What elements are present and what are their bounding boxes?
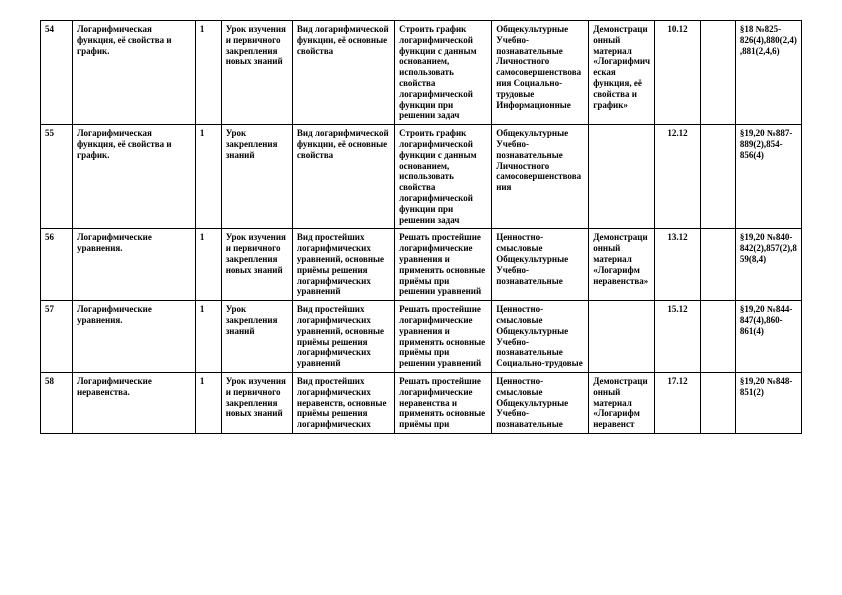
hours: 1 [195,301,221,373]
topic: Логарифмические неравенства. [73,372,196,433]
activity: Строить график логарифмической функции с… [395,21,492,125]
plan-date: 13.12 [655,229,700,301]
topic: Логарифмическая функция, её свойства и г… [73,21,196,125]
table-row: 58Логарифмические неравенства.1Урок изуч… [41,372,802,433]
competences: Ценностно-смысловые Общекультурные Учебн… [492,301,589,373]
content: Вид логарифмической функции, её основные… [292,21,394,125]
hours: 1 [195,372,221,433]
plan-date: 10.12 [655,21,700,125]
lesson-type: Урок закрепления знаний [221,301,292,373]
lesson-type: Урок изучения и первичного закрепления н… [221,372,292,433]
material: Демонстрационный материал «Логарифм нера… [589,372,655,433]
table-row: 54Логарифмическая функция, её свойства и… [41,21,802,125]
fact-date [700,372,735,433]
competences: Ценностно-смысловые Общекультурные Учебн… [492,372,589,433]
homework: §19,20 №840-842(2),857(2),859(8,4) [735,229,801,301]
table-row: 56Логарифмические уравнения.1Урок изучен… [41,229,802,301]
row-number: 57 [41,301,73,373]
content: Вид простейших логарифмических уравнений… [292,229,394,301]
content: Вид логарифмической функции, её основные… [292,125,394,229]
hours: 1 [195,125,221,229]
material [589,125,655,229]
row-number: 58 [41,372,73,433]
row-number: 54 [41,21,73,125]
lesson-type: Урок изучения и первичного закрепления н… [221,229,292,301]
curriculum-table: 54Логарифмическая функция, её свойства и… [40,20,802,434]
topic: Логарифмические уравнения. [73,301,196,373]
row-number: 56 [41,229,73,301]
table-row: 57Логарифмические уравнения.1Урок закреп… [41,301,802,373]
material: Демонстрационный материал «Логарифм нера… [589,229,655,301]
activity: Решать простейшие логарифмические нераве… [395,372,492,433]
homework: §19,20 №848-851(2) [735,372,801,433]
homework: §19,20 №887-889(2),854-856(4) [735,125,801,229]
plan-date: 12.12 [655,125,700,229]
fact-date [700,229,735,301]
activity: Строить график логарифмической функции с… [395,125,492,229]
fact-date [700,301,735,373]
fact-date [700,125,735,229]
activity: Решать простейшие логарифмические уравне… [395,301,492,373]
material [589,301,655,373]
lesson-type: Урок изучения и первичного закрепления н… [221,21,292,125]
competences: Ценностно-смысловые Общекультурные Учебн… [492,229,589,301]
fact-date [700,21,735,125]
competences: Общекультурные Учебно-познавательные Лич… [492,125,589,229]
hours: 1 [195,21,221,125]
lesson-type: Урок закрепления знаний [221,125,292,229]
topic: Логарифмические уравнения. [73,229,196,301]
homework: §18 №825-826(4),880(2,4),881(2,4,6) [735,21,801,125]
homework: §19,20 №844-847(4),860-861(4) [735,301,801,373]
content: Вид простейших логарифмических неравенст… [292,372,394,433]
content: Вид простейших логарифмических уравнений… [292,301,394,373]
plan-date: 17.12 [655,372,700,433]
hours: 1 [195,229,221,301]
activity: Решать простейшие логарифмические уравне… [395,229,492,301]
row-number: 55 [41,125,73,229]
material: Демонстрационный материал «Логарифмическ… [589,21,655,125]
plan-date: 15.12 [655,301,700,373]
competences: Общекультурные Учебно-познавательные Лич… [492,21,589,125]
topic: Логарифмическая функция, её свойства и г… [73,125,196,229]
table-row: 55Логарифмическая функция, её свойства и… [41,125,802,229]
